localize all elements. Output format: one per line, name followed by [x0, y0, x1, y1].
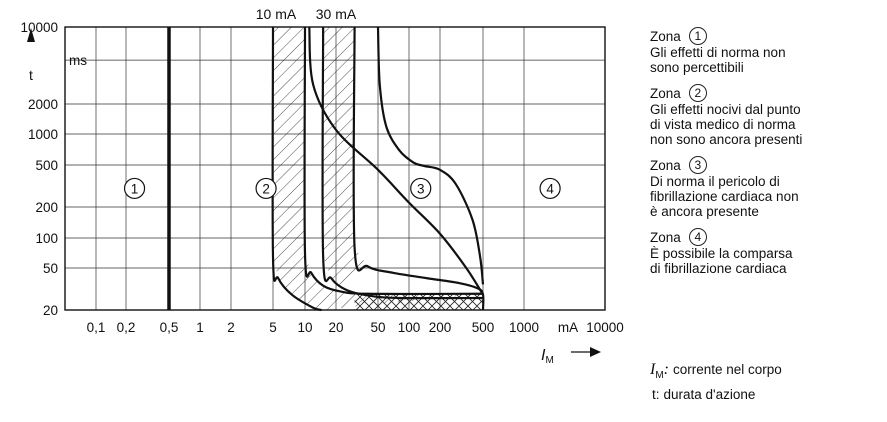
- zone-word: Zona: [650, 85, 681, 101]
- legend-zone-4: Zona 4 È possibile la comparsa di fibrill…: [650, 228, 885, 276]
- legend-zone-3: Zona 3 Di norma il pericolo di fibrillazi…: [650, 156, 885, 219]
- x-unit-label: mA: [558, 320, 578, 335]
- zone-number-badge: 4: [688, 228, 707, 246]
- zone-number-badge: 1: [688, 27, 707, 45]
- zone-boundaries: [167, 26, 485, 312]
- x-tick-label: 500: [472, 320, 495, 335]
- zone-number-badge: 2: [688, 84, 707, 102]
- zone-desc-line: Gli effetti di norma non: [650, 45, 786, 60]
- time-current-chart: 0,1 0,2 0,5 1 2 5 10 20 50 100 200 500 1000 10000 20 5…: [20, 6, 624, 366]
- zone-desc-line: Gli effetti nocivi dal punto: [650, 102, 801, 117]
- im-definition-text: corrente nel corpo: [673, 362, 782, 377]
- im-symbol: IM:: [650, 361, 669, 382]
- x-axis-arrow-icon: [590, 347, 601, 357]
- x-tick-label: 5: [269, 320, 277, 335]
- zone-markers: 1 2 3 4: [123, 177, 561, 200]
- y-tick-label: 100: [35, 231, 58, 246]
- zone-boundary-curve: [376, 26, 485, 285]
- x-tick-label: 0,1: [87, 320, 106, 335]
- x-tick-label: 200: [429, 320, 452, 335]
- top-label-30ma: 30 mA: [316, 6, 357, 22]
- zone-desc-line: di fibrillazione cardiaca: [650, 261, 787, 276]
- plot-frame: [64, 26, 606, 311]
- zone-boundary-curve: [321, 26, 484, 300]
- x-tick-label: 100: [398, 320, 421, 335]
- x-tick-label: 10000: [586, 320, 624, 335]
- plot-border: [64, 26, 606, 311]
- zone-boundary-curve: [352, 26, 485, 311]
- zone-boundary-curve: [271, 26, 322, 312]
- zone-marker-label: 3: [417, 181, 425, 196]
- zone-boundary-curve: [308, 26, 484, 296]
- y-axis-symbol: t: [29, 67, 33, 83]
- zone-word: Zona: [650, 157, 681, 173]
- y-tick-label: 500: [35, 158, 58, 173]
- zone-number-badge: 3: [688, 156, 707, 174]
- x-tick-label: 0,5: [160, 320, 179, 335]
- x-tick-labels: 0,1 0,2 0,5 1 2 5 10 20 50 100 200 500 1000 10000: [87, 320, 624, 335]
- zone-marker-label: 4: [546, 181, 554, 196]
- zone-marker-circle: [539, 177, 561, 200]
- x-tick-label: 0,2: [117, 320, 136, 335]
- x-tick-label: 1000: [509, 320, 539, 335]
- zone-marker-label: 2: [262, 181, 270, 196]
- hatched-band-30ma: [323, 27, 368, 290]
- top-label-10ma: 10 mA: [256, 6, 297, 22]
- legend-zone-1: Zona 1 Gli effetti di norma non sono perc…: [650, 27, 885, 75]
- zone-marker-circle: [123, 177, 146, 200]
- zone-boundary-curve: [303, 26, 484, 296]
- zone-desc-line: sono percettibili: [650, 60, 744, 75]
- zone-word: Zona: [650, 229, 681, 245]
- y-tick-labels: 20 50 100 200 500 1000 2000 10000: [20, 20, 58, 318]
- y-tick-label: 2000: [28, 97, 58, 112]
- x-tick-label: 20: [328, 320, 343, 335]
- zone-word: Zona: [650, 28, 681, 44]
- t-symbol: t:: [652, 387, 660, 402]
- t-definition-text: durata d'azione: [663, 387, 756, 402]
- y-axis-arrow-icon: [27, 28, 35, 42]
- zone-marker-circle: [410, 177, 432, 200]
- x-axis-title: IM: [541, 347, 601, 366]
- y-tick-label: 50: [43, 261, 58, 276]
- zone-desc-line: di vista medico di norma: [650, 117, 796, 132]
- x-axis-symbol: IM: [541, 347, 554, 366]
- zone-legend: Zona 1 Gli effetti di norma non sono perc…: [650, 27, 885, 285]
- zone-marker-circle: [255, 177, 277, 200]
- zone-desc-line: fibrillazione cardiaca non: [650, 189, 799, 204]
- y-unit-label: ms: [69, 53, 87, 68]
- y-tick-label: 200: [35, 200, 58, 215]
- x-tick-label: 2: [227, 320, 235, 335]
- y-tick-label: 20: [43, 303, 58, 318]
- zone-desc-line: È possibile la comparsa: [650, 246, 793, 261]
- hatched-band-10ma: [273, 27, 483, 310]
- zone-marker-label: 1: [131, 181, 139, 196]
- y-tick-label: 1000: [28, 127, 58, 142]
- zone-desc-line: non sono ancora presenti: [650, 132, 803, 147]
- zone-desc-line: Di norma il pericolo di: [650, 174, 780, 189]
- x-tick-label: 10: [297, 320, 312, 335]
- legend-zone-2: Zona 2 Gli effetti nocivi dal punto di vi…: [650, 84, 885, 147]
- x-tick-label: 50: [370, 320, 385, 335]
- definition-im: IM: corrente nel corpo: [650, 361, 782, 381]
- zone-desc-line: è ancora presente: [650, 204, 759, 219]
- x-tick-label: 1: [196, 320, 204, 335]
- definition-t: t: durata d'azione: [650, 387, 782, 407]
- top-labels: 10 mA 30 mA: [256, 6, 357, 22]
- y-tick-label: 10000: [20, 20, 58, 35]
- symbol-definitions: IM: corrente nel corpo t: durata d'azion…: [650, 361, 782, 407]
- y-axis-title: t: [27, 28, 35, 83]
